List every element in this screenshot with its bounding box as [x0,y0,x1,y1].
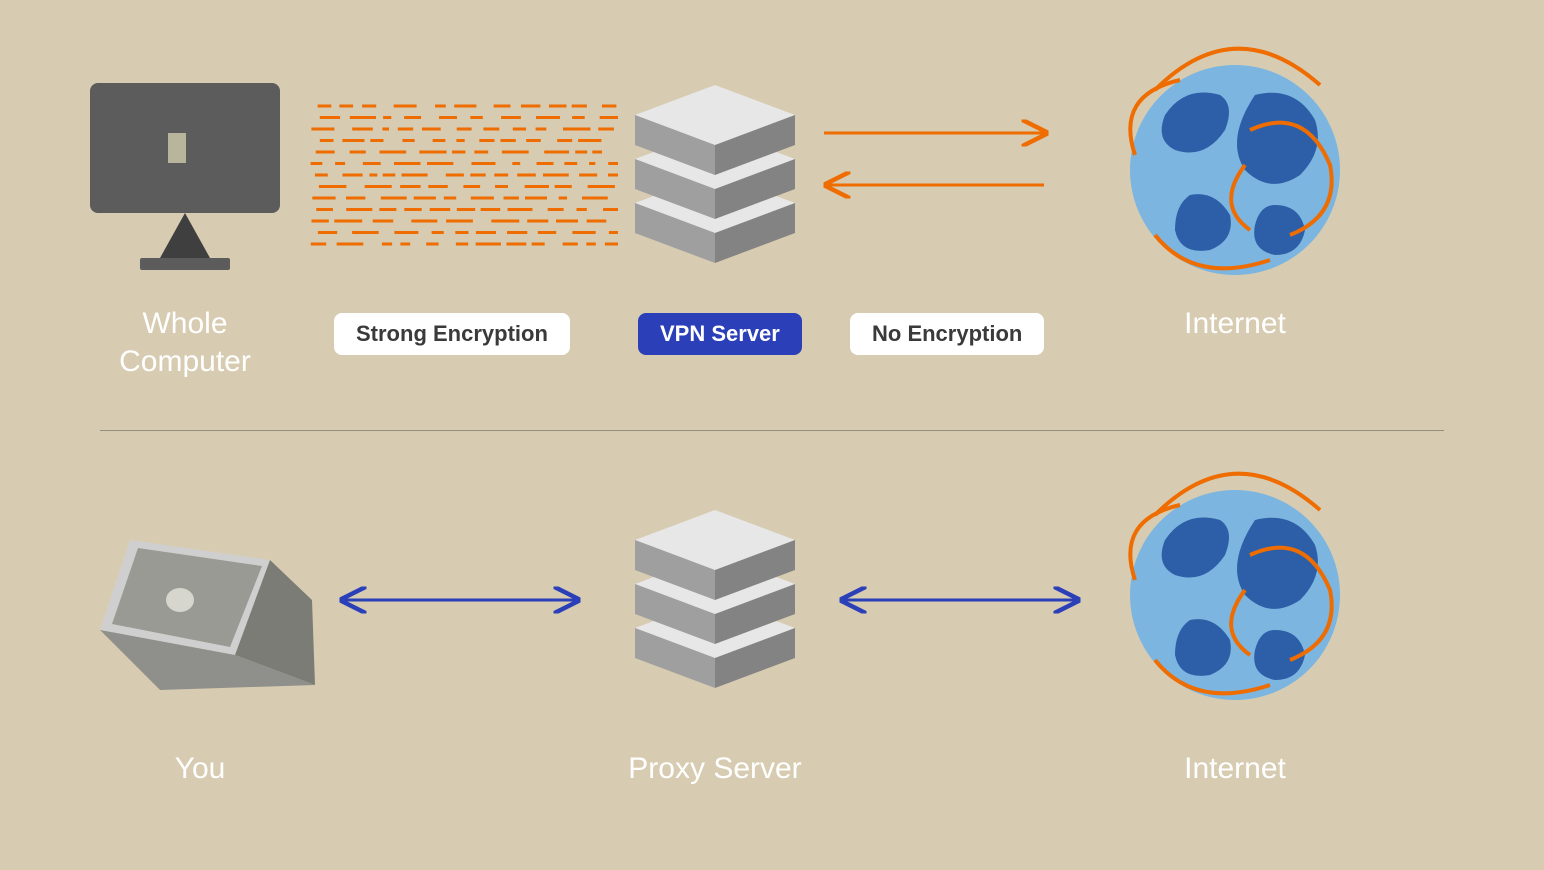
label-you: You [120,750,280,788]
arrow-blue-left-icon [330,580,590,625]
laptop-icon [90,530,320,715]
divider [100,430,1444,431]
globe-icon [1095,35,1375,300]
server-stack-icon-bottom [630,490,800,705]
pill-no-encryption: No Encryption [850,313,1044,355]
label-internet-top: Internet [1135,305,1335,343]
label-whole-computer: WholeComputer [70,305,300,380]
arrow-blue-right-icon [830,580,1090,625]
encryption-noise-icon [310,100,620,260]
globe-icon-bottom [1095,460,1375,725]
pill-strong-encryption: Strong Encryption [334,313,570,355]
monitor-icon [80,73,290,288]
label-internet-bottom: Internet [1135,750,1335,788]
pill-vpn-server: VPN Server [638,313,802,355]
label-proxy-server: Proxy Server [605,750,825,788]
server-stack-icon [630,65,800,280]
proxy-row: You [0,460,1544,820]
arrows-orange-icon [816,105,1056,220]
vpn-row: WholeComputer Strong Encryption VPN Serv… [0,55,1544,395]
